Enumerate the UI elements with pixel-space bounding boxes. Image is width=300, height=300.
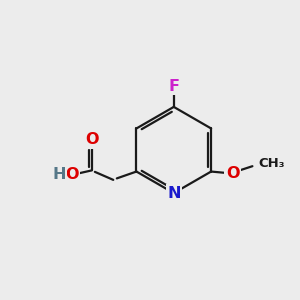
Text: CH₃: CH₃ xyxy=(258,157,285,170)
Text: F: F xyxy=(168,79,179,94)
Text: O: O xyxy=(85,132,99,147)
Text: O: O xyxy=(65,167,78,182)
Text: N: N xyxy=(167,186,181,201)
Text: H: H xyxy=(52,167,66,182)
Text: O: O xyxy=(226,166,239,181)
